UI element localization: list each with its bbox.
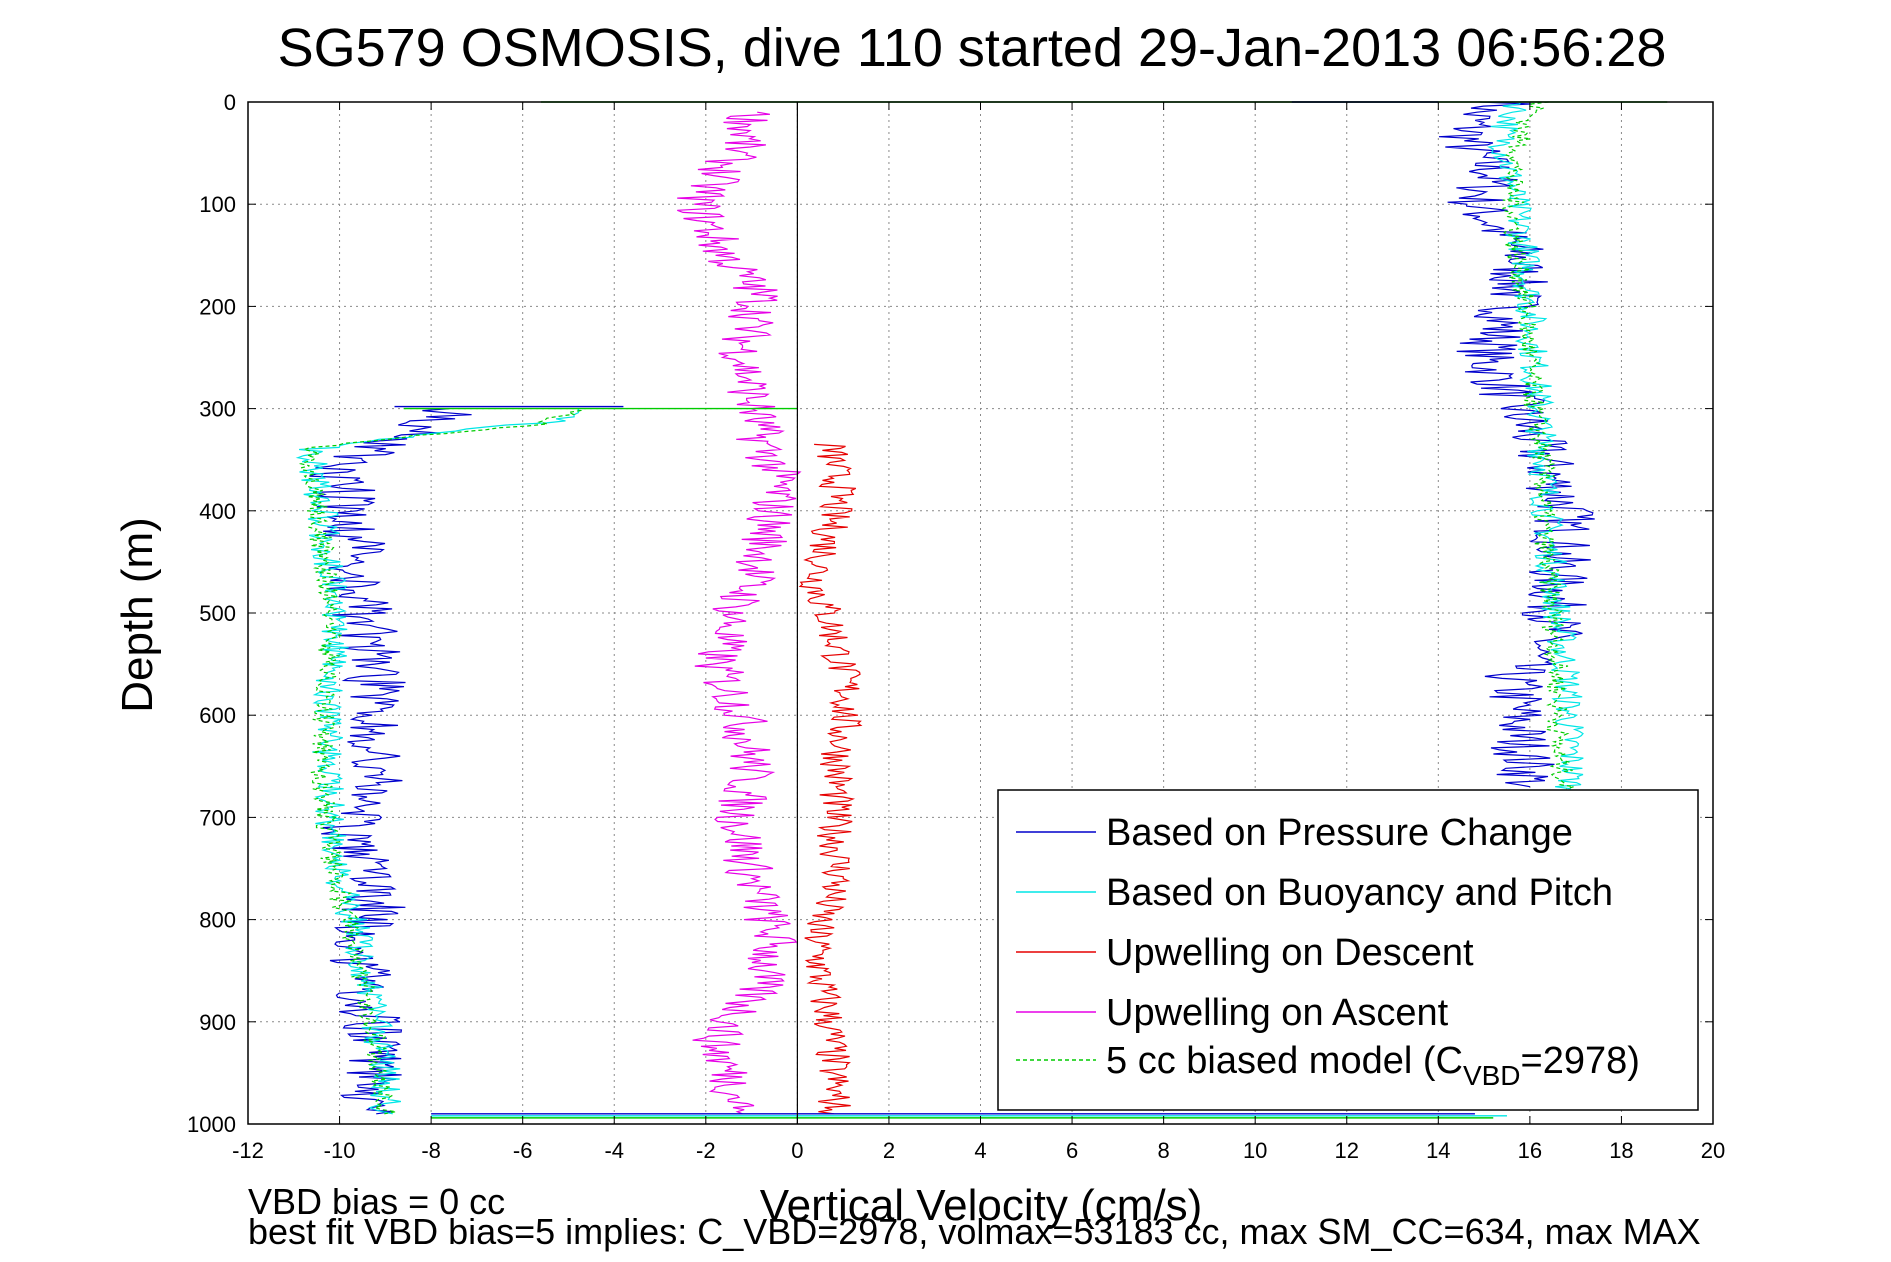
x-tick-label: 16 <box>1518 1138 1542 1163</box>
x-axis-label: Vertical Velocity (cm/s) <box>760 1181 1203 1230</box>
x-tick-label: 0 <box>791 1138 803 1163</box>
chart-title: SG579 OSMOSIS, dive 110 started 29-Jan-2… <box>278 18 1667 78</box>
series-line-3 <box>677 111 802 1115</box>
legend-label-1: Based on Buoyancy and Pitch <box>1106 872 1613 914</box>
x-tick-label: 8 <box>1158 1138 1170 1163</box>
legend-box <box>997 789 1699 1111</box>
grid-lines <box>248 102 1713 1124</box>
x-tick-label: 14 <box>1426 1138 1450 1163</box>
x-tick-label: 20 <box>1701 1138 1725 1163</box>
y-tick-label: 400 <box>199 499 236 524</box>
series-line-1 <box>295 408 580 1115</box>
x-tick-label: -8 <box>421 1138 441 1163</box>
y-tick-label: 600 <box>199 703 236 728</box>
y-axis-label: Depth (m) <box>113 517 162 713</box>
x-tick-label: -2 <box>696 1138 716 1163</box>
footer-line-2: best fit VBD bias=5 implies: C_VBD=2978,… <box>248 1211 1701 1252</box>
axis-ticks <box>247 101 1714 1125</box>
x-tick-label: 4 <box>974 1138 986 1163</box>
series-line-4 <box>298 408 583 1115</box>
x-tick-label: -10 <box>324 1138 356 1163</box>
y-tick-label: 1000 <box>187 1112 236 1137</box>
y-tick-label: 0 <box>224 90 236 115</box>
x-tick-label: -4 <box>604 1138 624 1163</box>
legend: Based on Pressure Change Based on Buoyanc… <box>997 789 1699 1111</box>
x-tick-label: 6 <box>1066 1138 1078 1163</box>
y-tick-label: 500 <box>199 601 236 626</box>
y-tick-label: 200 <box>199 294 236 319</box>
series-line-0 <box>309 408 472 1115</box>
y-tick-label: 700 <box>199 805 236 830</box>
y-tick-label: 800 <box>199 908 236 933</box>
x-tick-label: -12 <box>232 1138 264 1163</box>
x-tick-label: 2 <box>883 1138 895 1163</box>
y-tick-label: 300 <box>199 397 236 422</box>
y-tick-label: 900 <box>199 1010 236 1035</box>
x-tick-label: 18 <box>1609 1138 1633 1163</box>
legend-label-3: Upwelling on Ascent <box>1106 992 1449 1034</box>
series-line-0 <box>1438 101 1595 788</box>
x-tick-label: 10 <box>1243 1138 1267 1163</box>
x-tick-label: -6 <box>513 1138 533 1163</box>
x-tick-label: 12 <box>1335 1138 1359 1163</box>
series-line-2 <box>798 443 863 1115</box>
y-tick-labels: 0 100 200 300 400 500 600 700 800 900 1000 <box>187 90 236 1137</box>
x-tick-labels: -12 -10 -8 -6 -4 -2 0 2 4 6 8 10 12 14 16 18 20 <box>232 1138 1725 1163</box>
legend-label-0: Based on Pressure Change <box>1106 812 1573 854</box>
y-tick-label: 100 <box>199 192 236 217</box>
footer-line-1: VBD bias = 0 cc <box>248 1181 505 1222</box>
legend-label-4: 5 cc biased model (CVBD=2978) <box>1106 1040 1640 1091</box>
legend-label-2: Upwelling on Descent <box>1106 932 1474 974</box>
series-line-4 <box>1501 101 1574 790</box>
